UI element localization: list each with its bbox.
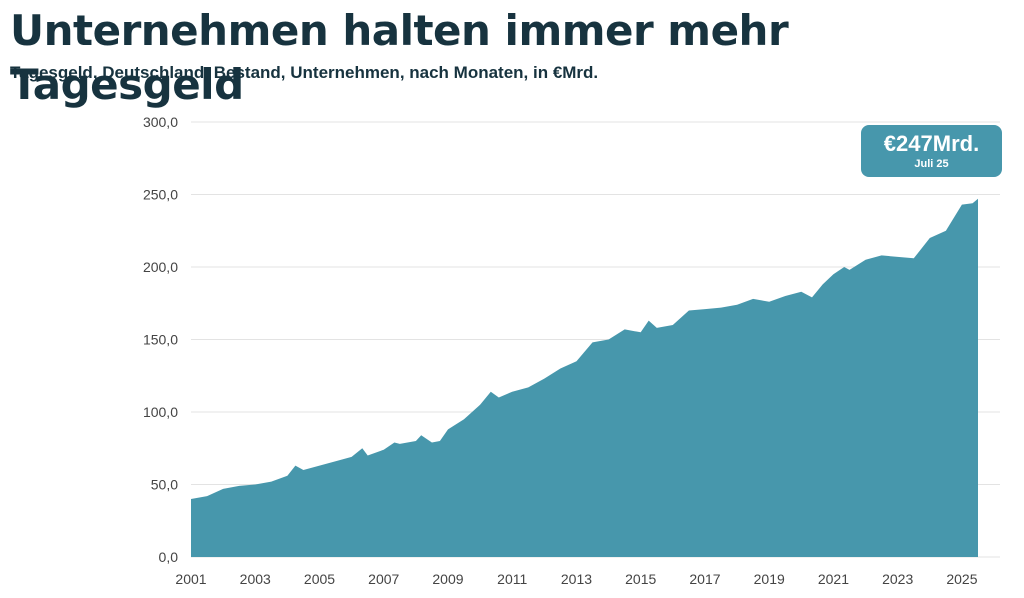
y-tick-label: 300,0: [143, 114, 178, 130]
y-tick-label: 0,0: [159, 549, 179, 565]
page-title: Unternehmen halten immer mehr Tagesgeld: [10, 6, 789, 109]
x-tick-label: 2013: [561, 571, 592, 587]
x-tick-label: 2007: [368, 571, 399, 587]
page-subtitle: Tagesgeld, Deutschland, Bestand, Unterne…: [10, 63, 599, 82]
x-tick-label: 2001: [175, 571, 206, 587]
x-tick-label: 2025: [946, 571, 977, 587]
x-tick-label: 2023: [882, 571, 913, 587]
area-series: [191, 198, 978, 558]
y-axis: 0,0 50,0 100,0 150,0 200,0 250,0 300,0: [143, 114, 178, 565]
x-tick-label: 2011: [497, 571, 527, 587]
x-tick-label: 2015: [625, 571, 656, 587]
y-tick-label: 100,0: [143, 404, 178, 420]
y-tick-label: 50,0: [151, 477, 178, 493]
y-tick-label: 250,0: [143, 187, 178, 203]
callout-value: €247Mrd.: [883, 131, 980, 156]
x-tick-label: 2005: [304, 571, 335, 587]
x-tick-label: 2017: [689, 571, 720, 587]
x-tick-label: 2021: [818, 571, 849, 587]
x-axis: 2001 2003 2005 2007 2009 2011 2013 2015 2017 2019…: [175, 571, 977, 587]
callout-date: Juli 25: [914, 158, 949, 170]
x-tick-label: 2003: [240, 571, 271, 587]
latest-value-callout: €247Mrd. Juli 25: [861, 125, 1002, 177]
y-tick-label: 200,0: [143, 259, 178, 275]
y-tick-label: 150,0: [143, 332, 178, 348]
series-area: [191, 198, 978, 558]
x-tick-label: 2009: [432, 571, 463, 587]
x-tick-label: 2019: [754, 571, 785, 587]
